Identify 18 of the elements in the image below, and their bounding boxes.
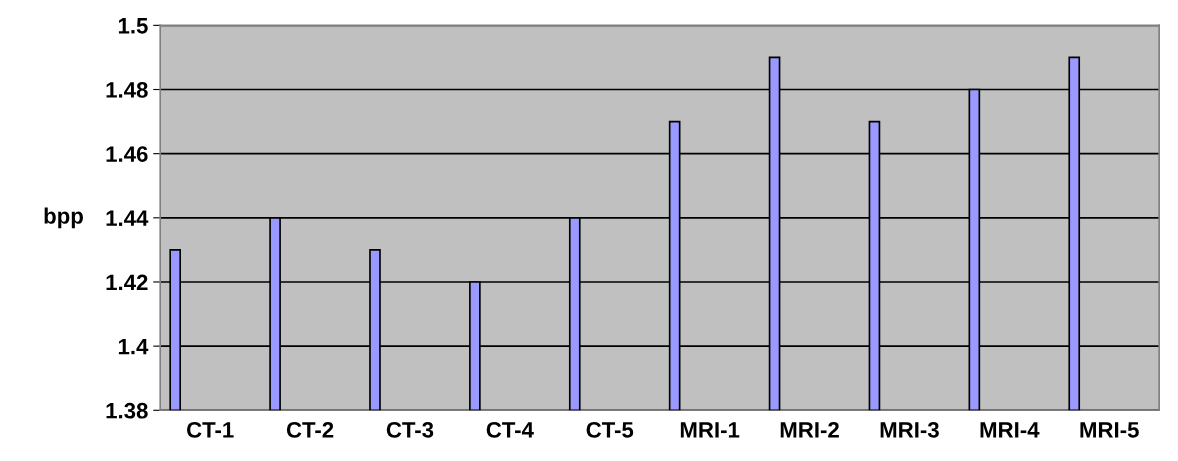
x-tick-label: CT-5 (586, 421, 634, 438)
y-tick-label: 1.38 (106, 402, 148, 419)
y-tick-label: 1.44 (106, 210, 149, 226)
x-tick-label: CT-2 (286, 421, 334, 438)
y-tick-label: 1.5 (118, 18, 148, 34)
y-axis-title: bpp (44, 207, 83, 229)
x-tick-label: MRI-4 (980, 422, 1040, 438)
x-tick-label: MRI-2 (780, 421, 839, 438)
x-tick-label: CT-1 (186, 421, 234, 438)
y-tick-label: 1.4 (118, 338, 149, 355)
x-tick-label: MRI-3 (880, 421, 939, 438)
y-tick-label: 1.46 (106, 146, 148, 162)
x-tick-label: CT-3 (386, 421, 434, 438)
y-tick-label: 1.42 (106, 274, 148, 291)
x-tick-label: MRI-1 (680, 422, 740, 438)
x-tick-label: MRI-5 (1080, 422, 1139, 438)
y-tick-label: 1.48 (106, 82, 148, 98)
x-tick-label: CT-4 (486, 421, 534, 438)
